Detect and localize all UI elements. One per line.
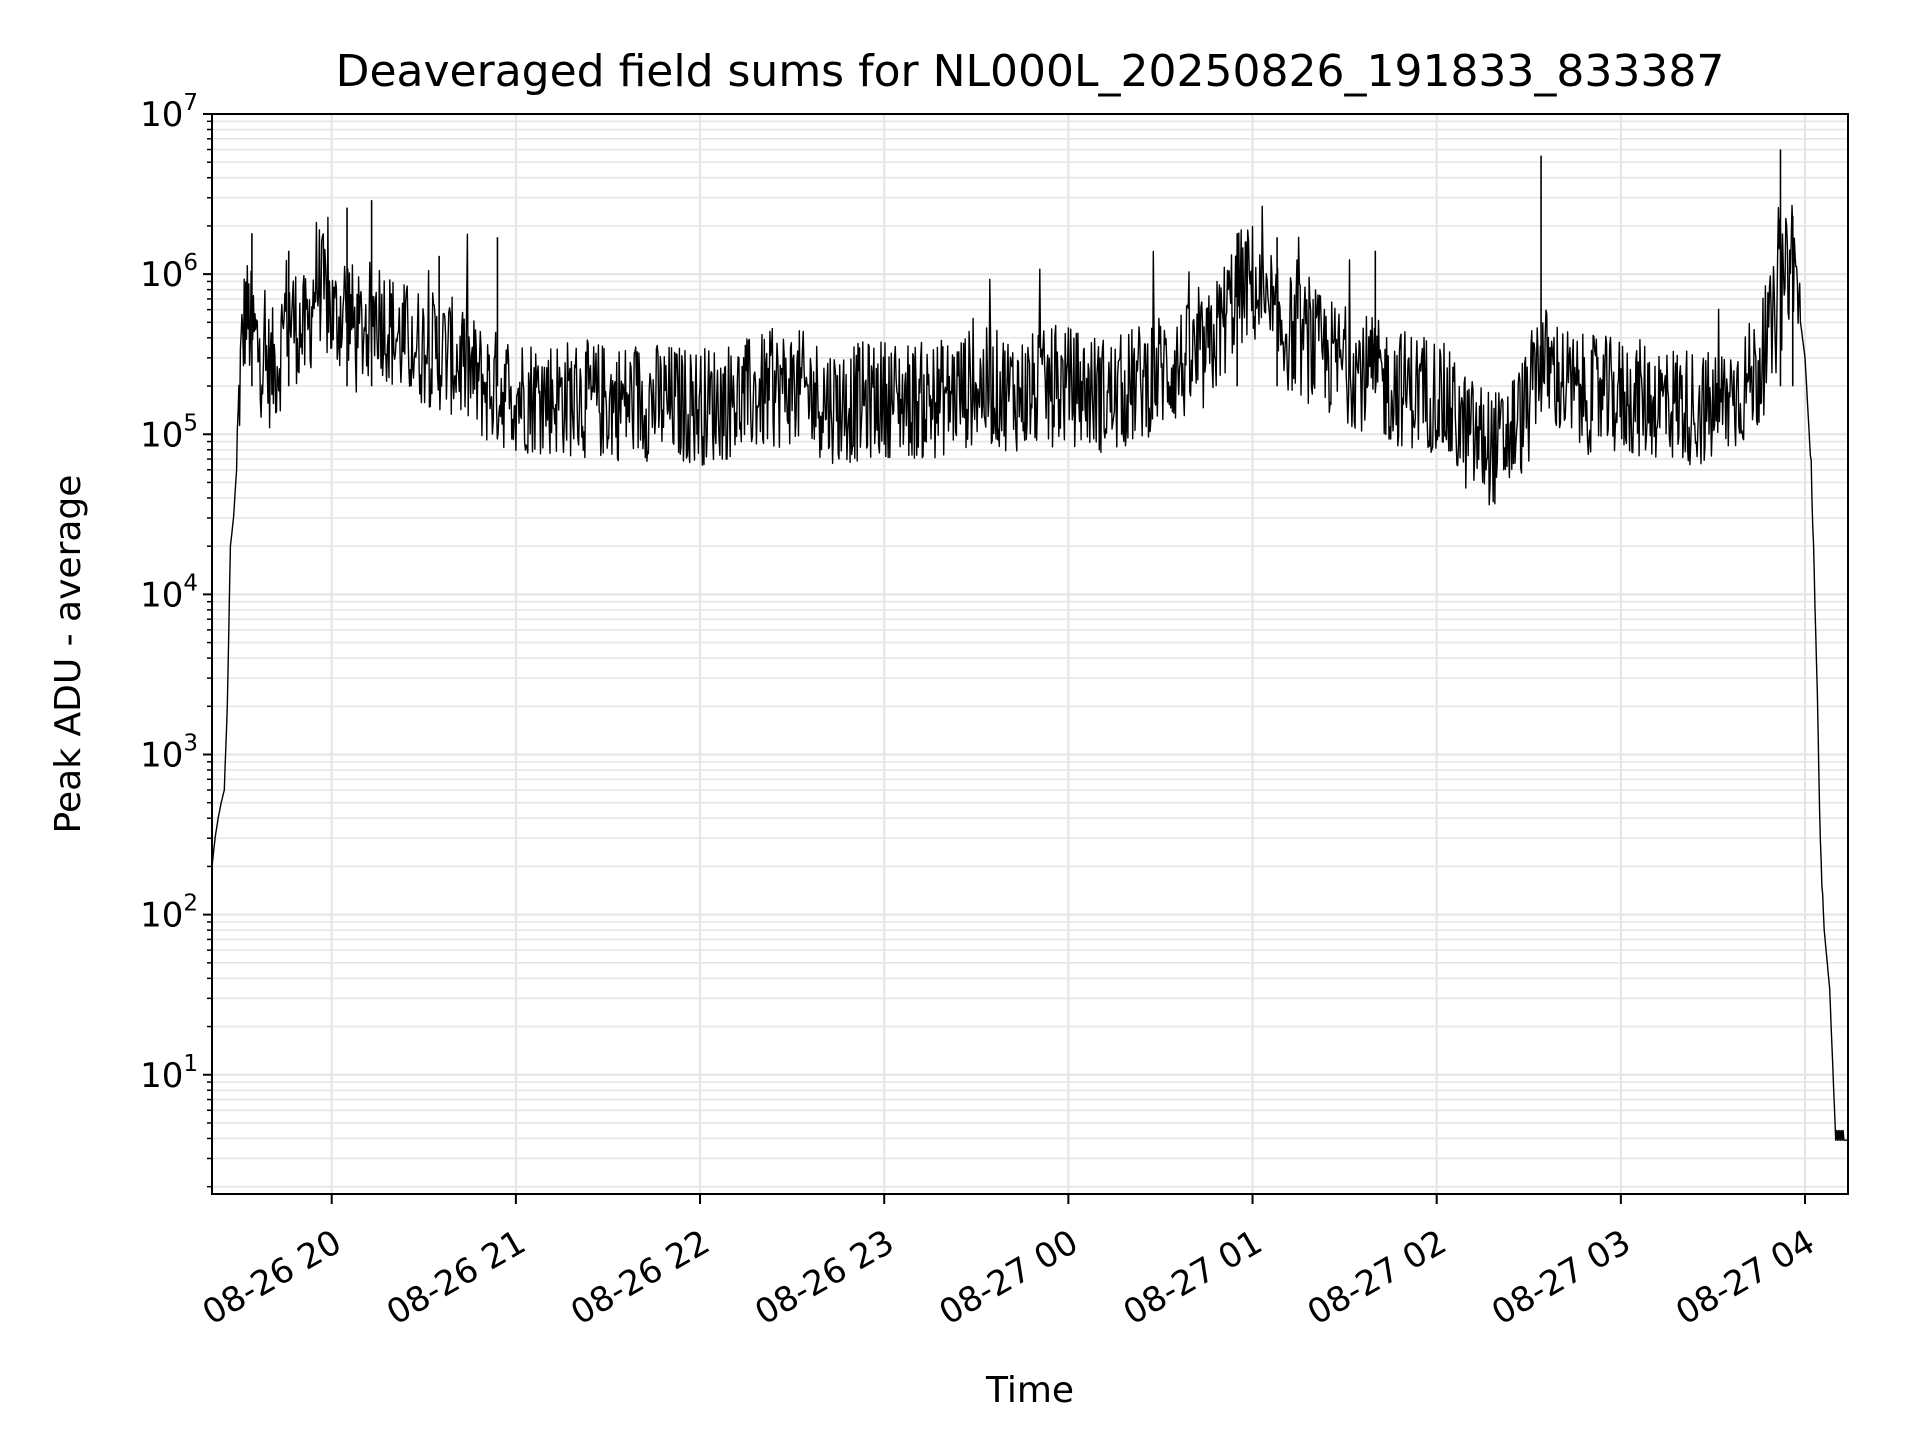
y-tick-label: 103 — [140, 731, 198, 776]
y-tick-label: 106 — [140, 250, 198, 295]
chart-title: Deaveraged field sums for NL000L_2025082… — [336, 46, 1725, 97]
y-tick-label: 102 — [140, 891, 198, 936]
series-layer — [211, 149, 1848, 1141]
x-axis-label: Time — [985, 1370, 1074, 1411]
y-tick-label: 101 — [140, 1051, 198, 1096]
grid — [212, 112, 1848, 1194]
series-line — [211, 204, 1848, 1141]
y-tick-label: 104 — [140, 570, 198, 615]
y-tick-label: 107 — [140, 90, 198, 135]
y-tick-label: 105 — [140, 410, 198, 455]
plot-frame — [211, 113, 1849, 1195]
y-axis-label: Peak ADU - average — [48, 475, 89, 834]
y-axis: 101 102 103 104 105 106 107 — [140, 90, 212, 1188]
